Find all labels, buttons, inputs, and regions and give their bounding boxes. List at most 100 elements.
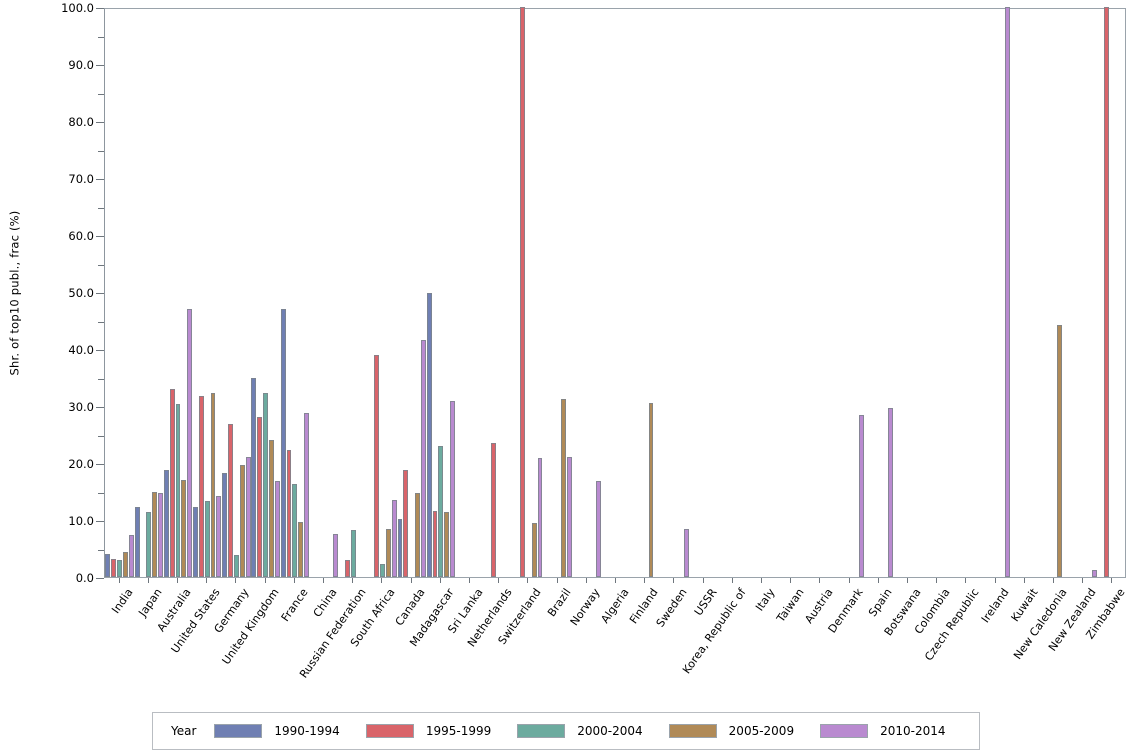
x-axis-tick (469, 578, 470, 583)
bar[interactable] (210, 392, 216, 577)
x-axis-tick-label: Italy (753, 586, 778, 614)
bar[interactable] (414, 492, 420, 577)
bar[interactable] (374, 355, 379, 577)
bar[interactable] (239, 464, 245, 577)
bar[interactable] (444, 512, 450, 577)
legend-entry[interactable]: 1990-1994 (214, 724, 340, 738)
x-axis-tick-label: Czech Republic (922, 586, 983, 664)
bar[interactable] (560, 399, 566, 577)
bar[interactable] (450, 400, 455, 577)
bar[interactable] (216, 495, 222, 577)
bar[interactable] (888, 407, 893, 577)
bar[interactable] (1057, 325, 1063, 577)
bar[interactable] (490, 443, 496, 577)
bar[interactable] (420, 339, 426, 577)
x-axis-tick (819, 578, 821, 583)
y-axis-tick (96, 464, 104, 465)
x-axis-tick-label: China (310, 586, 340, 620)
bar[interactable] (263, 393, 269, 577)
bar[interactable] (146, 512, 152, 577)
bar[interactable] (228, 423, 233, 577)
bar[interactable] (596, 481, 601, 577)
bar[interactable] (344, 559, 350, 577)
x-axis-tick-label: Algeria (598, 586, 632, 626)
x-axis-tick (556, 578, 558, 583)
y-axis-tick-label: 40.0 (68, 343, 94, 357)
bar[interactable] (683, 528, 689, 577)
x-axis-tick-label: Brazil (544, 586, 574, 620)
bar[interactable] (245, 456, 251, 577)
y-axis-tick (96, 350, 104, 351)
bar[interactable] (105, 554, 111, 577)
y-axis-tick-label: 50.0 (68, 286, 94, 300)
bar[interactable] (128, 534, 134, 577)
bar[interactable] (432, 511, 438, 577)
bar[interactable] (123, 551, 128, 577)
bar[interactable] (269, 440, 274, 577)
bar-group (747, 9, 776, 577)
bar[interactable] (204, 500, 210, 577)
y-axis-title-text: Shr. of top10 publ., frac (%) (7, 210, 21, 376)
legend-swatch (820, 724, 869, 738)
bar[interactable] (193, 507, 198, 577)
bar[interactable] (198, 396, 204, 577)
bar[interactable] (350, 530, 356, 577)
bar[interactable] (1004, 7, 1010, 577)
x-axis-tick (790, 578, 792, 583)
bar[interactable] (397, 518, 403, 577)
legend-label: 2010-2014 (880, 724, 946, 738)
bar[interactable] (169, 389, 175, 577)
bar[interactable] (163, 470, 169, 577)
bar[interactable] (280, 309, 286, 577)
bar[interactable] (257, 417, 263, 577)
bar[interactable] (298, 522, 304, 577)
legend-entry[interactable]: 1995-1999 (365, 724, 491, 738)
bar[interactable] (858, 414, 864, 577)
bar[interactable] (385, 529, 391, 577)
bar[interactable] (117, 560, 123, 577)
bar[interactable] (520, 7, 525, 577)
bar[interactable] (304, 413, 309, 577)
bar[interactable] (1104, 7, 1110, 577)
bar-group (280, 9, 309, 577)
bar[interactable] (233, 554, 239, 577)
bar[interactable] (438, 446, 444, 577)
y-axis-tick-label: 80.0 (68, 115, 94, 129)
bar[interactable] (537, 458, 543, 577)
legend: Year 1990-1994 1995-1999 2000-2004 2005-200… (152, 712, 980, 750)
bar[interactable] (158, 493, 163, 577)
bar-group (718, 9, 747, 577)
bar[interactable] (566, 457, 572, 577)
bar[interactable] (426, 292, 432, 577)
x-axis-tick (439, 578, 441, 583)
bar[interactable] (403, 470, 409, 577)
bar[interactable] (292, 483, 298, 577)
bar[interactable] (187, 309, 193, 577)
bar[interactable] (251, 377, 257, 577)
y-axis-tick (96, 179, 104, 180)
legend-entry[interactable]: 2000-2004 (517, 724, 643, 738)
bar[interactable] (134, 506, 140, 577)
bar-group (426, 9, 455, 577)
bar[interactable] (274, 481, 280, 577)
bar[interactable] (379, 564, 385, 577)
bar[interactable] (531, 522, 537, 577)
bar[interactable] (152, 492, 158, 577)
y-axis-tick (96, 407, 104, 408)
bar[interactable] (222, 473, 228, 577)
bar[interactable] (333, 534, 339, 577)
x-axis-tick (206, 578, 208, 583)
bar[interactable] (286, 449, 292, 577)
x-axis-tick (615, 578, 616, 583)
bar[interactable] (648, 402, 654, 577)
bar[interactable] (111, 559, 117, 577)
bar[interactable] (175, 403, 181, 577)
legend-title: Year (171, 724, 197, 738)
bar-group (543, 9, 572, 577)
bar[interactable] (1092, 569, 1098, 577)
bar[interactable] (181, 480, 187, 577)
legend-entry[interactable]: 2010-2014 (820, 724, 946, 738)
legend-entry[interactable]: 2005-2009 (668, 724, 794, 738)
y-axis-minor-tick (98, 207, 104, 209)
bar[interactable] (391, 500, 397, 577)
